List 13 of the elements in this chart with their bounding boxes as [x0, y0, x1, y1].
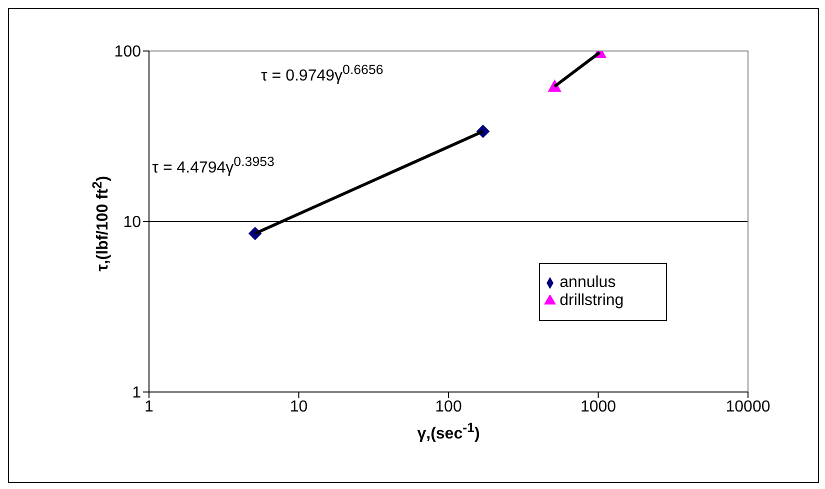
- x-tick-label: 10: [290, 398, 308, 416]
- x-tick-label: 1: [144, 398, 154, 416]
- annotation: τ = 4.4794γ$^{0.3953}$: [152, 154, 274, 178]
- x-tick-label: 100: [435, 398, 462, 416]
- legend-label: drillstring: [560, 292, 624, 309]
- x-axis-title: γ,(sec$^{-1}$): [416, 420, 481, 444]
- legend-label: annulus: [560, 274, 616, 291]
- y-tick-label: 1: [132, 384, 142, 402]
- x-tick-label: 1000: [580, 398, 616, 416]
- y-tick-label: 10: [123, 214, 142, 232]
- y-tick-label: 100: [114, 44, 142, 61]
- annotation: τ = 0.9749γ$^{0.6656}$: [261, 62, 384, 86]
- x-tick-label: 10000: [726, 398, 770, 416]
